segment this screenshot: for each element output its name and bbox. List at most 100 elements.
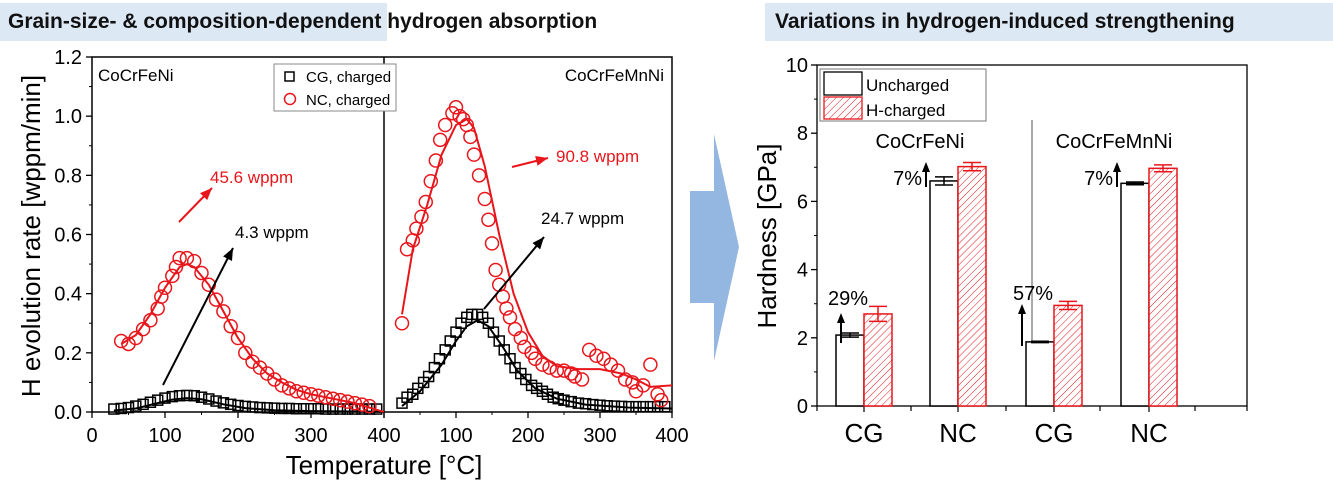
increase-arrow-head-icon [1113, 162, 1121, 172]
data-point-cg [572, 397, 585, 409]
data-point-cg [203, 393, 215, 405]
data-point-nc [617, 372, 633, 387]
tds-y-tick-label: 0.0 [54, 402, 82, 424]
bar-y-tick-label: 8 [797, 123, 808, 145]
data-point-nc [128, 330, 144, 346]
data-point-cg [644, 400, 657, 413]
data-point-nc [653, 392, 669, 408]
data-point-nc [394, 316, 410, 331]
data-point-cg [433, 353, 446, 365]
data-point-cg [268, 402, 281, 414]
tds-x-tick-label: 300 [294, 425, 327, 447]
data-point-nc [113, 333, 129, 349]
tds-x-tick-label: 400 [367, 425, 400, 447]
data-point-cg [137, 398, 149, 411]
data-point-cg [444, 335, 456, 347]
data-point-cg [312, 402, 325, 415]
tds-x-tick-label: 400 [655, 425, 688, 447]
data-point-cg [615, 400, 628, 413]
data-point-nc [208, 292, 224, 307]
data-point-nc [186, 253, 202, 269]
tds-x-tick-label: 100 [439, 425, 472, 447]
tds-y-tick-label: 0.8 [54, 165, 82, 187]
data-point-nc [318, 389, 333, 405]
data-point-cg [558, 394, 570, 406]
bar-hcharged [1053, 304, 1083, 407]
data-point-nc [274, 378, 290, 393]
legend-label-hcharged: H-charged [866, 101, 945, 120]
data-point-cg [334, 403, 346, 415]
data-point-cg [530, 382, 543, 395]
data-point-cg [188, 389, 200, 402]
percent-increase-label: 57% [1013, 283, 1053, 305]
data-point-cg [246, 401, 259, 413]
data-point-cg [541, 388, 554, 400]
data-point-nc [325, 391, 341, 406]
data-point-nc [484, 236, 500, 251]
tds-x-tick-label: 300 [583, 425, 616, 447]
data-point-cg [210, 395, 222, 407]
data-point-cg [108, 403, 120, 415]
bar-uncharged [1120, 182, 1150, 407]
bar-group-label-cocrfeni: CoCrFeNi [876, 131, 965, 153]
data-point-nc [281, 381, 297, 396]
tds-x-axis-label: Temperature [°C] [286, 450, 483, 480]
bar-hcharged [957, 165, 987, 407]
data-point-cg [276, 402, 288, 415]
data-point-cg [144, 396, 157, 408]
legend-circle-marker-icon [283, 92, 297, 106]
tds-annotation-4-3: 4.3 wppm [235, 223, 309, 242]
data-point-nc [418, 194, 434, 210]
data-point-cg [159, 392, 171, 404]
data-point-nc [448, 100, 464, 115]
data-point-nc [414, 209, 429, 224]
data-point-cg [520, 373, 532, 386]
data-point-nc [635, 378, 651, 393]
data-point-nc [549, 363, 565, 378]
data-point-nc [303, 387, 319, 402]
percent-increase-label: 7% [1084, 168, 1113, 190]
data-point-cg [181, 389, 193, 402]
bar-x-tick-label: CG [1035, 418, 1074, 448]
data-point-nc [502, 310, 518, 325]
data-point-cg [565, 395, 577, 408]
bar-x-tick-label: NC [939, 418, 977, 448]
data-point-cg [579, 397, 592, 410]
data-point-cg [401, 391, 413, 403]
data-point-nc [168, 259, 184, 275]
data-point-cg [637, 400, 649, 413]
data-point-cg [623, 400, 635, 413]
tds-arrow-24-7-head-icon [532, 237, 544, 250]
increase-arrow-head-icon [922, 162, 930, 172]
tds-x-tick-label: 0 [86, 425, 97, 447]
data-point-nc [135, 321, 151, 337]
data-point-cg [115, 402, 127, 415]
percent-increase-label: 29% [828, 288, 868, 310]
tds-y-tick-label: 0.4 [54, 284, 82, 306]
bar-y-tick-label: 6 [797, 191, 808, 213]
data-point-nc [165, 268, 180, 284]
data-point-nc [589, 348, 604, 364]
data-point-nc [423, 174, 439, 189]
tds-y-tick-label: 0.2 [54, 343, 82, 365]
tds-y-tick-label: 1.2 [54, 47, 82, 69]
bar-group-label-cocrfemnni: CoCrFeMnNi [1056, 131, 1173, 153]
data-point-cg [232, 399, 244, 412]
tds-y-tick-label: 0.6 [54, 225, 82, 247]
data-point-cg [261, 402, 273, 414]
tds-chart: 0.0 0.2 0.4 0.6 0.8 1.0 1.2 0 100 200 300 400 100 200… [54, 47, 689, 447]
data-point-cg [412, 382, 424, 395]
increase-arrow-head-icon [837, 313, 845, 323]
legend-label-uncharged: Uncharged [866, 76, 949, 95]
bar-y-axis-label: Hardness [GPa] [752, 144, 782, 329]
bar-legend: Uncharged H-charged [819, 68, 987, 122]
data-point-nc [437, 117, 453, 133]
tds-x-tick-label: 200 [511, 425, 544, 447]
data-point-nc [563, 366, 579, 381]
data-point-nc [154, 289, 169, 304]
bar-uncharged [1025, 341, 1055, 407]
data-point-cg [455, 317, 467, 329]
data-point-nc [157, 280, 173, 295]
data-point-nc [223, 318, 238, 334]
data-point-nc [428, 153, 444, 168]
